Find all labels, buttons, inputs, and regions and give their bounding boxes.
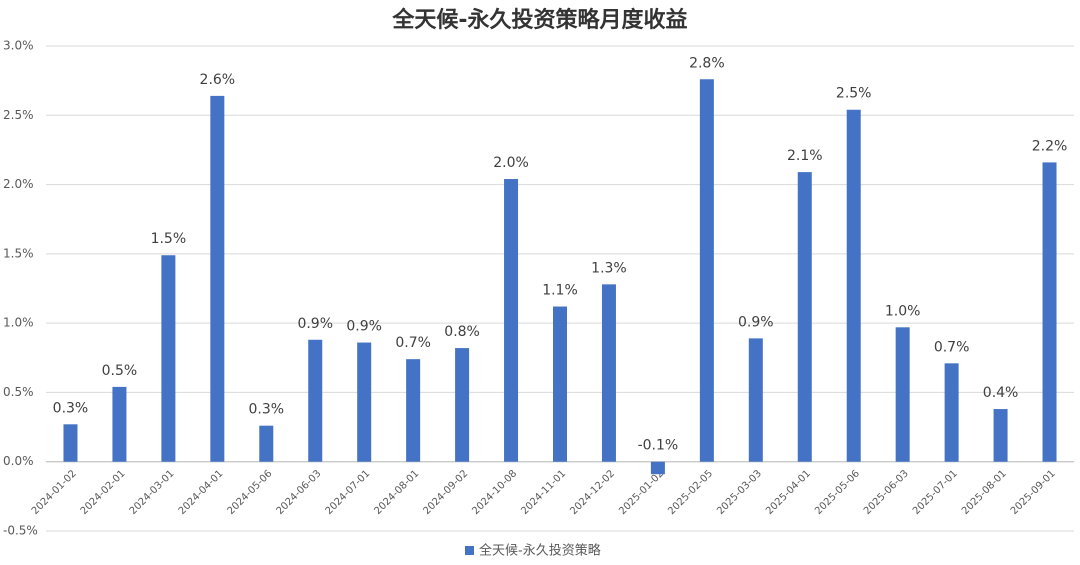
data-label: 0.3%: [53, 400, 89, 416]
bar: [895, 327, 910, 462]
legend-swatch: [465, 546, 474, 555]
data-label: 2.0%: [493, 155, 529, 171]
data-label: 1.1%: [542, 283, 578, 299]
bar: [455, 348, 470, 462]
data-label: 0.8%: [444, 324, 480, 340]
bar: [944, 363, 959, 462]
bar: [797, 172, 812, 462]
y-tick-label: 3.0%: [3, 39, 34, 53]
data-label: 2.2%: [1032, 138, 1068, 154]
y-tick-label: 0.0%: [3, 454, 34, 468]
data-label: 0.4%: [983, 385, 1019, 401]
y-tick-label: 1.0%: [3, 316, 34, 330]
bar: [308, 339, 323, 462]
bar: [161, 255, 176, 462]
data-label: 1.3%: [591, 260, 627, 276]
bar: [1042, 162, 1057, 462]
bar: [112, 386, 127, 462]
bar: [63, 424, 78, 462]
bar: [357, 342, 372, 462]
data-label: 0.9%: [738, 314, 774, 330]
data-label: 0.3%: [248, 402, 284, 418]
data-label: 0.7%: [934, 339, 970, 355]
bar: [650, 461, 665, 475]
bar: [846, 109, 861, 462]
bar: [601, 284, 616, 462]
data-label: 0.7%: [395, 335, 431, 351]
data-label: 2.8%: [689, 55, 725, 71]
bar: [210, 95, 225, 462]
y-tick-label: 1.5%: [3, 246, 34, 260]
data-label: 0.9%: [297, 316, 333, 332]
data-label: 2.5%: [836, 86, 872, 102]
data-label: 2.1%: [787, 148, 823, 164]
y-tick-label: -0.5%: [3, 524, 38, 538]
y-tick-label: 2.0%: [3, 177, 34, 191]
bar: [504, 179, 519, 462]
bar: [259, 425, 274, 462]
data-label: 0.5%: [102, 363, 138, 379]
bar: [748, 338, 763, 462]
data-label: 0.9%: [346, 319, 382, 335]
bar: [406, 359, 421, 462]
bar: [699, 79, 714, 462]
data-label: 1.5%: [151, 231, 187, 247]
data-label: -0.1%: [638, 438, 679, 454]
data-label: 2.6%: [200, 72, 236, 88]
bar: [993, 409, 1008, 462]
y-tick-label: 2.5%: [3, 108, 34, 122]
legend-label: 全天候-永久投资策略: [479, 543, 601, 559]
y-tick-label: 0.5%: [3, 385, 34, 399]
bar: [553, 306, 567, 462]
data-label: 1.0%: [885, 303, 921, 319]
chart-title: 全天候-永久投资策略月度收益: [391, 7, 687, 33]
